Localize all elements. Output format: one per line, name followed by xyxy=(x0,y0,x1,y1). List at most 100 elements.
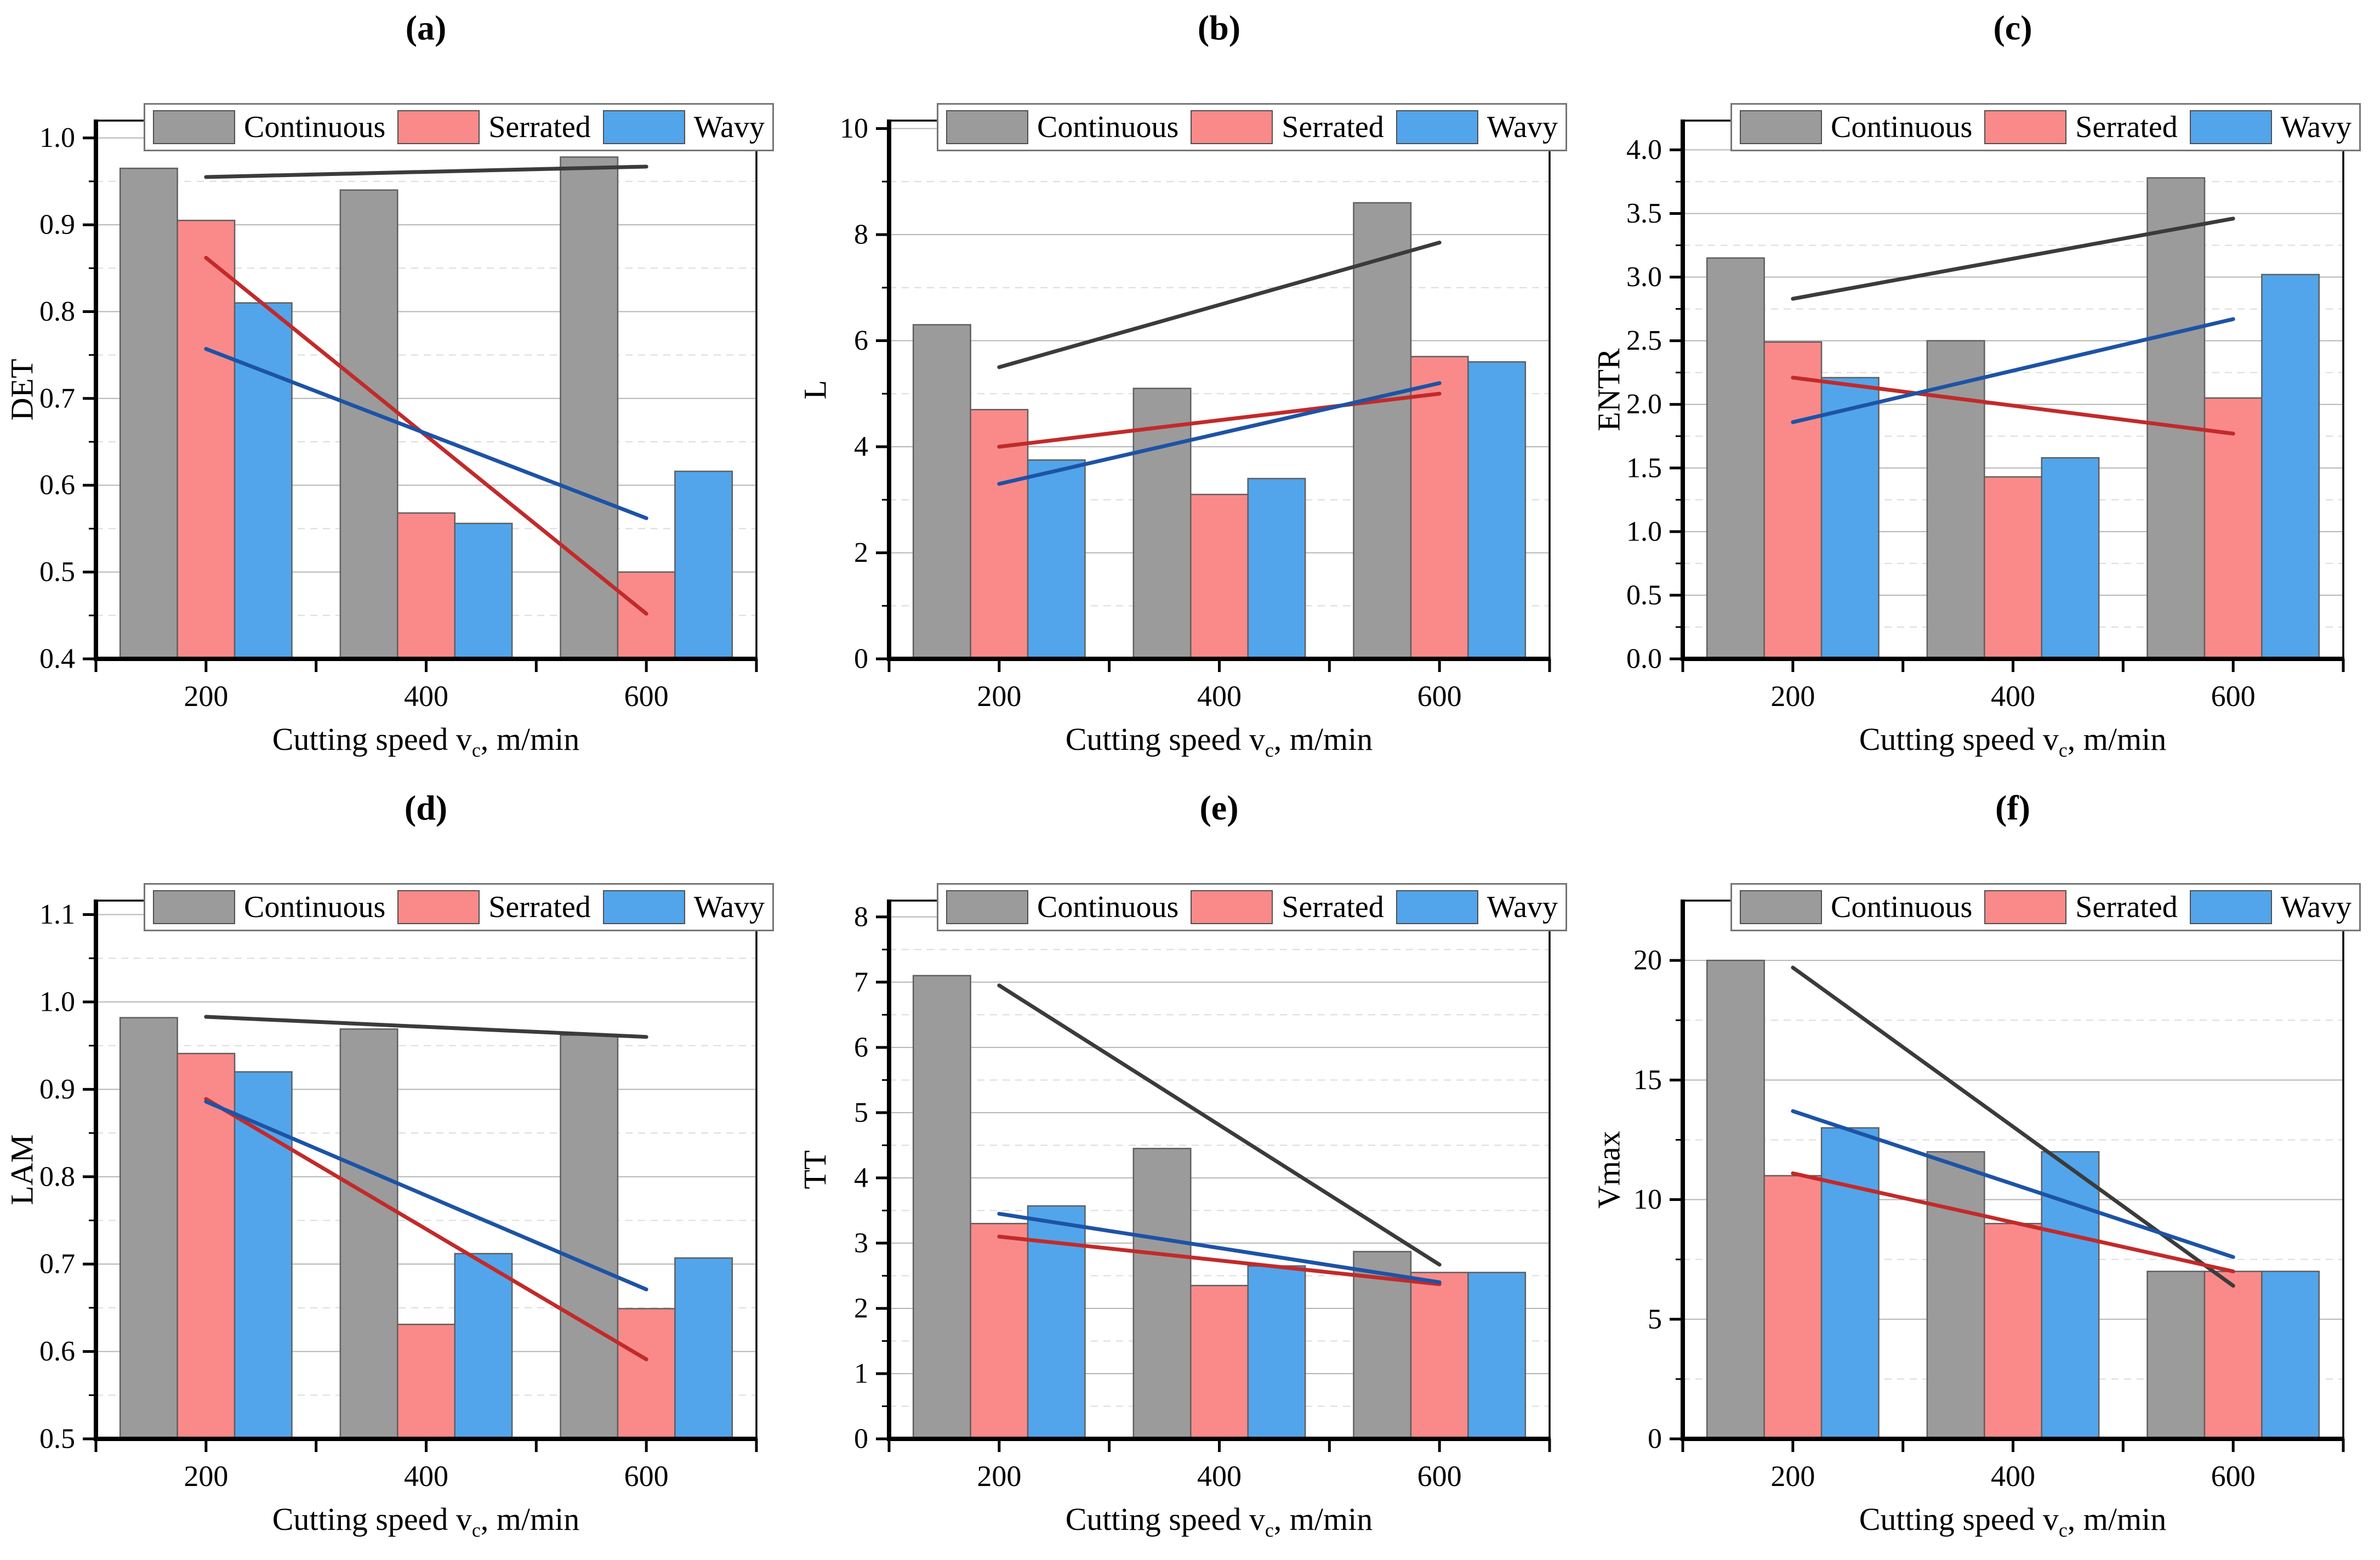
legend-item-continuous: Continuous xyxy=(153,890,385,925)
chart-b: 0 2 4 6 8 10 200 400 600 xyxy=(840,113,1551,713)
bar-f-continuous-200 xyxy=(1706,959,1765,1440)
x-tick-label-600: 600 xyxy=(1417,680,1462,713)
bar-c-continuous-200 xyxy=(1706,257,1765,660)
trend-line-d-serrated xyxy=(204,1097,648,1362)
legend-label: Serrated xyxy=(488,890,591,924)
bar-e-continuous-400 xyxy=(1132,1148,1192,1440)
x-tick-label-400: 400 xyxy=(1197,680,1242,713)
bar-d-continuous-600 xyxy=(560,1034,619,1440)
chart-d: 0.5 0.6 0.7 0.8 0.9 1.0 1.1 200 400 600 xyxy=(39,899,758,1493)
panel-title-f: (f) xyxy=(1995,788,2030,827)
legend-b: Continuous Serrated Wavy xyxy=(937,103,1567,151)
x-tick-label-200: 200 xyxy=(1770,680,1815,713)
bar-b-serrated-200 xyxy=(970,409,1029,660)
bar-f-wavy-200 xyxy=(1820,1127,1880,1440)
legend-swatch-wavy xyxy=(1396,890,1478,924)
trend-line-e-serrated xyxy=(997,1234,1442,1286)
y-tick-label: 0.7 xyxy=(39,383,75,414)
y-tick-label: 5 xyxy=(854,1097,868,1128)
panel-d: 0.5 0.6 0.7 0.8 0.9 1.0 1.1 200 400 600 (d) LAM C… xyxy=(0,780,793,1560)
bar-e-serrated-600 xyxy=(1410,1272,1469,1440)
panel-c: 0.0 0.5 1.0 1.5 2.0 2.5 3.0 3.5 4.0 200 400 600 (c)… xyxy=(1587,0,2380,780)
x-tick-label-200: 200 xyxy=(184,1460,228,1493)
x-label-suffix: , m/min xyxy=(2067,1501,2167,1537)
y-tick-label: 0.5 xyxy=(39,556,75,588)
x-tick-label-600: 600 xyxy=(2211,680,2256,713)
y-tick-label: 1 xyxy=(854,1358,868,1389)
y-tick-label: 10 xyxy=(840,113,868,144)
legend-item-wavy: Wavy xyxy=(602,110,765,145)
legend-item-continuous: Continuous xyxy=(946,110,1178,145)
legend-d: Continuous Serrated Wavy xyxy=(144,883,774,931)
legend-e: Continuous Serrated Wavy xyxy=(937,883,1567,931)
legend-swatch-wavy xyxy=(2189,110,2272,144)
y-tick-label: 1.1 xyxy=(39,899,75,930)
y-tick-label: 0.8 xyxy=(39,296,75,327)
panel-a: 0.4 0.5 0.6 0.7 0.8 0.9 1.0 200 400 600 (a) DET C… xyxy=(0,0,793,780)
bar-a-continuous-600 xyxy=(560,156,619,660)
y-tick-label: 1.0 xyxy=(39,122,75,153)
y-tick-label: 8 xyxy=(854,219,868,250)
chart-e: 0 1 2 3 4 5 6 7 8 200 400 600 xyxy=(854,899,1551,1493)
bar-b-wavy-600 xyxy=(1467,361,1527,660)
legend-label: Continuous xyxy=(1831,890,1973,924)
panel-title-c: (c) xyxy=(1993,8,2032,47)
legend-swatch-continuous xyxy=(153,110,235,144)
bar-f-serrated-200 xyxy=(1763,1175,1823,1440)
y-tick-label: 4.0 xyxy=(1626,134,1662,166)
x-axis-label-f: Cutting speed vc, m/min xyxy=(1859,1501,2167,1542)
y-tick-label: 0.5 xyxy=(1626,579,1662,611)
bar-f-continuous-600 xyxy=(2146,1271,2206,1440)
trend-line-f-wavy xyxy=(1791,1109,2235,1259)
x-tick-label-400: 400 xyxy=(1991,1460,2035,1493)
y-tick-label: 0.9 xyxy=(39,209,75,241)
y-tick-label: 8 xyxy=(854,901,868,932)
x-label-suffix: , m/min xyxy=(480,721,580,757)
bar-a-wavy-400 xyxy=(454,522,513,660)
x-tick-label-200: 200 xyxy=(977,680,1021,713)
chart-c: 0.0 0.5 1.0 1.5 2.0 2.5 3.0 3.5 4.0 200 400 600 xyxy=(1626,119,2345,713)
y-tick-label: 0.6 xyxy=(39,470,75,501)
bar-d-continuous-200 xyxy=(119,1017,178,1440)
legend-label: Wavy xyxy=(1487,890,1558,924)
y-tick-label: 0 xyxy=(854,644,868,675)
y-tick-label: 0 xyxy=(1648,1424,1662,1455)
legend-item-serrated: Serrated xyxy=(397,110,591,145)
legend-item-continuous: Continuous xyxy=(1740,110,1972,145)
legend-label: Wavy xyxy=(1487,110,1558,144)
trend-line-e-continuous xyxy=(997,983,1442,1267)
bar-b-serrated-600 xyxy=(1410,356,1469,660)
panel-title-b: (b) xyxy=(1197,8,1241,47)
legend-item-serrated: Serrated xyxy=(397,890,591,925)
panel-title-d: (d) xyxy=(404,788,448,827)
x-label-prefix: Cutting speed v xyxy=(1065,721,1265,757)
bar-e-wavy-400 xyxy=(1247,1265,1306,1440)
x-tick-label-400: 400 xyxy=(404,1460,448,1493)
x-axis-label-b: Cutting speed vc, m/min xyxy=(1066,721,1373,762)
y-axis-label-e: TT xyxy=(797,1150,833,1189)
x-tick-label-400: 400 xyxy=(404,680,448,713)
legend-item-serrated: Serrated xyxy=(1191,110,1384,145)
trend-line-b-serrated xyxy=(997,391,1442,449)
legend-swatch-wavy xyxy=(602,110,685,144)
bar-e-serrated-400 xyxy=(1190,1285,1249,1440)
x-label-suffix: , m/min xyxy=(2067,721,2167,757)
y-axis-label-f: Vmax xyxy=(1591,1131,1627,1209)
y-tick-label: 0.5 xyxy=(39,1424,75,1455)
bar-d-serrated-400 xyxy=(397,1323,455,1440)
y-tick-label: 3.0 xyxy=(1626,261,1662,293)
x-axis-label-d: Cutting speed vc, m/min xyxy=(272,1501,580,1542)
legend-item-wavy: Wavy xyxy=(1396,890,1558,925)
trend-line-d-continuous xyxy=(204,1015,648,1039)
trend-line-b-continuous xyxy=(997,241,1442,369)
x-axis-label-a: Cutting speed vc, m/min xyxy=(272,721,580,762)
x-tick-label-600: 600 xyxy=(624,680,669,713)
y-tick-label: 0.8 xyxy=(39,1161,75,1192)
y-tick-label: 15 xyxy=(1633,1064,1662,1096)
legend-label: Serrated xyxy=(2075,110,2178,144)
legend-label: Serrated xyxy=(2075,890,2178,924)
trend-line-c-serrated xyxy=(1791,375,2235,436)
bar-d-wavy-600 xyxy=(674,1257,733,1440)
y-tick-label: 0.9 xyxy=(39,1074,75,1105)
y-axis-label-b: L xyxy=(797,380,833,400)
